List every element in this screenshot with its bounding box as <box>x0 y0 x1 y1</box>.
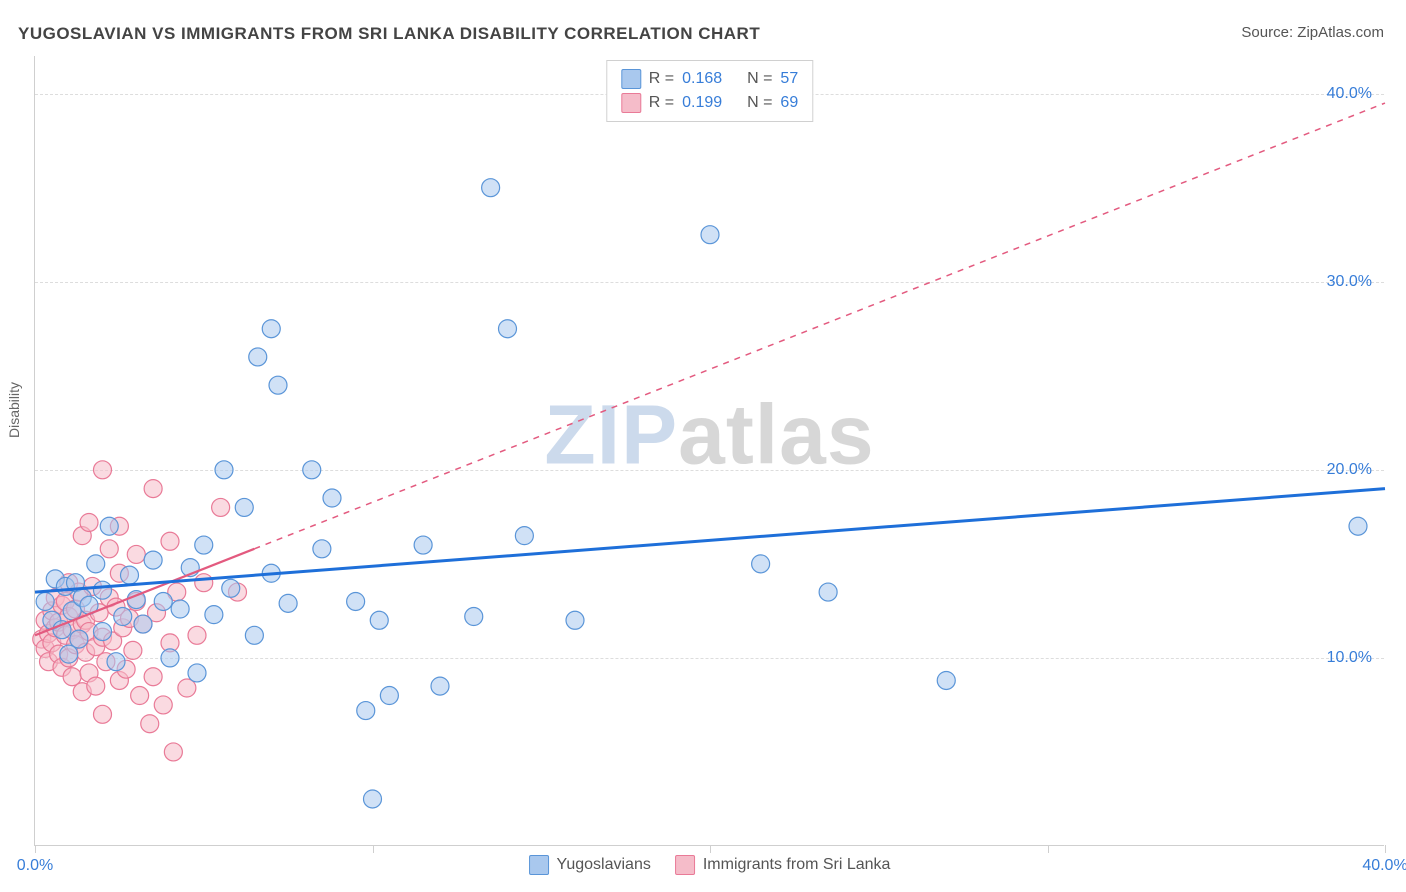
data-point <box>36 592 54 610</box>
data-point <box>164 743 182 761</box>
swatch-series-0 <box>621 69 641 89</box>
xtick-label: 40.0% <box>1362 857 1406 875</box>
xtick <box>1048 845 1049 853</box>
data-point <box>94 705 112 723</box>
legend-label-0: Yugoslavians <box>557 856 651 874</box>
legend-label-1: Immigrants from Sri Lanka <box>703 856 891 874</box>
data-point <box>134 615 152 633</box>
data-point <box>212 498 230 516</box>
data-point <box>937 671 955 689</box>
n-label: N = <box>747 91 772 115</box>
data-point <box>222 579 240 597</box>
r-label: R = <box>649 91 674 115</box>
data-point <box>195 536 213 554</box>
data-point <box>94 581 112 599</box>
data-point <box>482 179 500 197</box>
data-point <box>215 461 233 479</box>
data-point <box>144 551 162 569</box>
data-point <box>566 611 584 629</box>
data-point <box>100 517 118 535</box>
xtick <box>373 845 374 853</box>
n-value-0: 57 <box>780 67 798 91</box>
data-point <box>161 532 179 550</box>
data-point <box>752 555 770 573</box>
source-name: ZipAtlas.com <box>1297 24 1384 41</box>
data-point <box>121 566 139 584</box>
swatch-series-0-bottom <box>529 855 549 875</box>
xtick <box>710 845 711 853</box>
data-point <box>70 630 88 648</box>
data-point <box>107 653 125 671</box>
data-point <box>370 611 388 629</box>
data-point <box>357 702 375 720</box>
data-point <box>262 320 280 338</box>
legend-stats: R = 0.168 N = 57 R = 0.199 N = 69 <box>606 60 813 122</box>
data-point <box>279 594 297 612</box>
r-value-1: 0.199 <box>682 91 722 115</box>
data-point <box>53 621 71 639</box>
n-label: N = <box>747 67 772 91</box>
chart-canvas <box>35 56 1384 845</box>
data-point <box>1349 517 1367 535</box>
data-point <box>141 715 159 733</box>
data-point <box>235 498 253 516</box>
data-point <box>188 664 206 682</box>
data-point <box>414 536 432 554</box>
data-point <box>124 641 142 659</box>
data-point <box>364 790 382 808</box>
n-value-1: 69 <box>780 91 798 115</box>
data-point <box>171 600 189 618</box>
xtick <box>35 845 36 853</box>
legend-series: Yugoslavians Immigrants from Sri Lanka <box>529 855 891 875</box>
data-point <box>154 696 172 714</box>
data-point <box>144 480 162 498</box>
data-point <box>87 555 105 573</box>
xtick <box>1385 845 1386 853</box>
data-point <box>94 461 112 479</box>
data-point <box>87 677 105 695</box>
legend-item-0: Yugoslavians <box>529 855 651 875</box>
data-point <box>127 545 145 563</box>
plot-area: ZIPatlas 10.0%20.0%30.0%40.0% 0.0%40.0% … <box>34 56 1384 846</box>
data-point <box>131 687 149 705</box>
data-point <box>195 574 213 592</box>
data-point <box>431 677 449 695</box>
data-point <box>80 513 98 531</box>
data-point <box>161 649 179 667</box>
data-point <box>205 606 223 624</box>
legend-item-1: Immigrants from Sri Lanka <box>675 855 891 875</box>
source-credit: Source: ZipAtlas.com <box>1241 24 1384 41</box>
data-point <box>303 461 321 479</box>
data-point <box>188 626 206 644</box>
source-label: Source: <box>1241 24 1297 41</box>
data-point <box>114 608 132 626</box>
xtick-label: 0.0% <box>17 857 53 875</box>
data-point <box>100 540 118 558</box>
data-point <box>249 348 267 366</box>
data-point <box>819 583 837 601</box>
data-point <box>465 608 483 626</box>
data-point <box>380 687 398 705</box>
y-axis-label: Disability <box>6 382 22 438</box>
data-point <box>701 226 719 244</box>
legend-stats-row-1: R = 0.199 N = 69 <box>621 91 798 115</box>
data-point <box>313 540 331 558</box>
data-point <box>269 376 287 394</box>
r-value-0: 0.168 <box>682 67 722 91</box>
data-point <box>499 320 517 338</box>
data-point <box>515 527 533 545</box>
data-point <box>323 489 341 507</box>
chart-title: YUGOSLAVIAN VS IMMIGRANTS FROM SRI LANKA… <box>18 24 760 44</box>
data-point <box>154 592 172 610</box>
trend-line-dashed <box>254 103 1385 549</box>
data-point <box>245 626 263 644</box>
r-label: R = <box>649 67 674 91</box>
legend-stats-row-0: R = 0.168 N = 57 <box>621 67 798 91</box>
data-point <box>347 592 365 610</box>
data-point <box>144 668 162 686</box>
swatch-series-1 <box>621 93 641 113</box>
swatch-series-1-bottom <box>675 855 695 875</box>
data-point <box>94 623 112 641</box>
